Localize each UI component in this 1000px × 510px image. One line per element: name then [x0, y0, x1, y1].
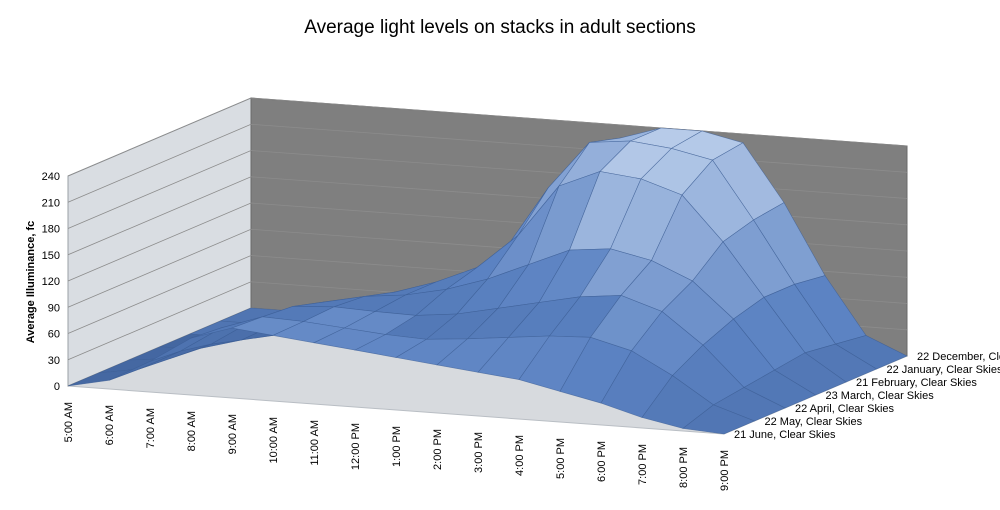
- x-tick-label: 11:00 AM: [309, 420, 321, 466]
- z-tick-label: 210: [42, 197, 60, 209]
- z-axis-label: Average Illuminance, fc: [25, 221, 37, 343]
- x-tick-label: 1:00 PM: [391, 426, 403, 467]
- series-tick-label: 21 February, Clear Skies: [856, 377, 977, 389]
- surface-plot: [67, 127, 908, 435]
- z-tick-label: 90: [48, 302, 60, 314]
- series-tick-label: 21 June, Clear Skies: [734, 429, 836, 441]
- x-tick-label: 9:00 AM: [227, 414, 239, 454]
- surface-facet: [682, 404, 756, 435]
- series-tick-label: 22 April, Clear Skies: [795, 403, 895, 415]
- series-tick-label: 22 May, Clear Skies: [765, 416, 863, 428]
- x-tick-label: 6:00 PM: [596, 441, 608, 482]
- z-tick-label: 30: [48, 355, 60, 367]
- z-tick-label: 150: [42, 250, 60, 262]
- z-tick-label: 240: [42, 171, 60, 183]
- x-tick-label: 7:00 PM: [637, 444, 649, 485]
- z-tick-label: 60: [48, 329, 60, 341]
- x-tick-label: 7:00 AM: [145, 408, 157, 448]
- x-tick-label: 9:00 PM: [719, 450, 731, 491]
- x-tick-label: 4:00 PM: [514, 435, 526, 476]
- chart-title: Average light levels on stacks in adult …: [304, 17, 695, 38]
- x-tick-label: 5:00 PM: [555, 438, 567, 479]
- x-tick-label: 12:00 PM: [350, 423, 362, 470]
- x-tick-label: 8:00 PM: [678, 447, 690, 488]
- x-tick-label: 5:00 AM: [63, 402, 75, 442]
- x-tick-label: 3:00 PM: [473, 432, 485, 473]
- x-tick-label: 10:00 AM: [268, 417, 280, 463]
- x-axis-ticks: 5:00 AM 6:00 AM 7:00 AM 8:00 AM 9:00 AM 10:00…: [63, 402, 731, 491]
- x-tick-label: 8:00 AM: [186, 411, 198, 451]
- z-tick-label: 180: [42, 224, 60, 236]
- series-tick-label: 23 March, Clear Skies: [826, 390, 935, 402]
- z-axis-ticks: 0 30 60 90 120 150 180 210 240: [42, 171, 60, 393]
- x-tick-label: 6:00 AM: [104, 405, 116, 445]
- series-tick-label: 22 December, Clear Skies: [917, 351, 1000, 363]
- x-tick-label: 2:00 PM: [432, 429, 444, 470]
- z-tick-label: 120: [42, 276, 60, 288]
- z-tick-label: 0: [54, 381, 60, 393]
- series-tick-label: 22 January, Clear Skies: [887, 364, 1000, 376]
